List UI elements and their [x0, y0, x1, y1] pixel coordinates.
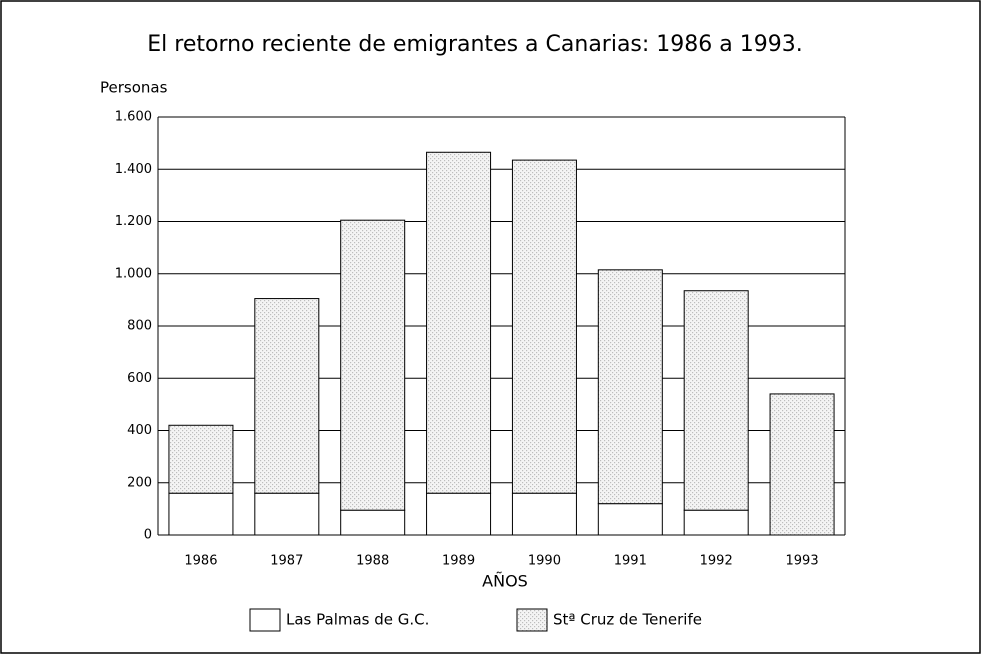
- bar-segment: [597, 503, 663, 536]
- x-tick-label: 1986: [184, 554, 217, 569]
- y-tick-label: 1.200: [115, 214, 152, 229]
- bar-segment: [254, 298, 320, 494]
- y-tick-label: 400: [127, 423, 152, 438]
- legend-label: Las Palmas de G.C.: [286, 611, 429, 629]
- bar-segment: [168, 492, 234, 536]
- x-tick-label: 1989: [442, 554, 475, 569]
- y-tick-label: 1.400: [115, 162, 152, 177]
- y-tick-label: 1.600: [115, 110, 152, 125]
- y-tick-label: 0: [144, 528, 152, 543]
- y-axis-label: Personas: [100, 79, 168, 97]
- bar-segment: [254, 492, 320, 536]
- bar-segment: [340, 219, 406, 511]
- y-tick-label: 600: [127, 371, 152, 386]
- legend-label: Stª Cruz de Tenerife: [553, 611, 702, 629]
- bar-segment: [426, 492, 492, 536]
- y-tick-label: 200: [127, 475, 152, 490]
- bar-segment: [511, 492, 577, 536]
- x-axis-label: AÑOS: [482, 572, 528, 591]
- y-tick-label: 800: [127, 319, 152, 334]
- x-tick-label: 1993: [786, 554, 819, 569]
- bar-segment: [168, 424, 234, 494]
- chart-title: El retorno reciente de emigrantes a Cana…: [147, 32, 803, 57]
- x-tick-label: 1992: [700, 554, 733, 569]
- legend: Las Palmas de G.C. Stª Cruz de Tenerife: [249, 608, 702, 632]
- x-tick-label: 1990: [528, 554, 561, 569]
- bar-segment: [340, 509, 406, 536]
- x-tick-label: 1987: [270, 554, 303, 569]
- bar-segment: [683, 509, 749, 536]
- bar-segment: [511, 159, 577, 494]
- x-tick-label: 1991: [614, 554, 647, 569]
- x-tick-label: 1988: [356, 554, 389, 569]
- legend-swatch: [249, 608, 281, 632]
- bar-segment: [597, 269, 663, 505]
- bar-segment: [683, 290, 749, 511]
- bar-segment: [426, 151, 492, 494]
- bar-segment: [769, 393, 835, 536]
- y-tick-label: 1.000: [115, 266, 152, 281]
- legend-swatch: [516, 608, 548, 632]
